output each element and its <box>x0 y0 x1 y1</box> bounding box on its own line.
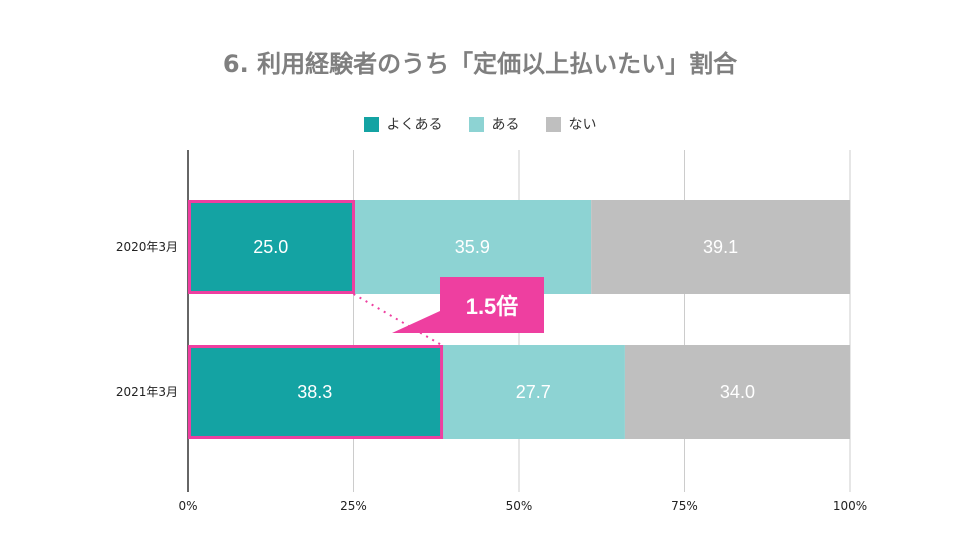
x-tick-label: 75% <box>671 499 698 513</box>
data-label: 38.3 <box>297 382 332 402</box>
highlight-box <box>188 345 444 439</box>
x-tick-label: 0% <box>178 499 197 513</box>
data-label: 34.0 <box>720 382 755 402</box>
x-tick-label: 50% <box>506 499 533 513</box>
x-tick-label: 25% <box>340 499 367 513</box>
bar-segment <box>441 345 625 439</box>
chart-title: 6. 利用経験者のうち「定価以上払いたい」割合 <box>222 50 738 78</box>
data-label: 39.1 <box>703 237 738 257</box>
bar-segment <box>188 200 354 294</box>
legend-swatch-aru <box>468 116 484 132</box>
data-label: 25.0 <box>253 237 288 257</box>
connector-line <box>352 293 443 346</box>
bar-segment <box>188 345 442 439</box>
data-label: 35.9 <box>455 237 490 257</box>
bar-segment <box>591 200 850 294</box>
bar-segment <box>624 345 850 439</box>
chart-legend: よくある ある ない <box>0 114 960 134</box>
legend-label-yokuaru: よくある <box>386 117 443 133</box>
category-label: 2021年3月 <box>116 385 178 399</box>
callout-label: 1.5倍 <box>466 294 519 319</box>
category-label: 2020年3月 <box>116 240 178 254</box>
x-tick-label: 100% <box>833 499 867 513</box>
legend-label-aru: ある <box>491 117 520 133</box>
legend-swatch-nai <box>545 116 561 132</box>
legend-item-nai: ない <box>545 114 597 134</box>
data-label: 27.7 <box>516 382 551 402</box>
legend-item-aru: ある <box>468 114 520 134</box>
callout-box <box>440 277 544 333</box>
legend-swatch-yokuaru <box>363 116 379 132</box>
legend-item-yokuaru: よくある <box>363 114 443 134</box>
legend-label-nai: ない <box>568 117 597 133</box>
highlight-box <box>188 200 355 294</box>
callout-pointer <box>392 311 454 333</box>
